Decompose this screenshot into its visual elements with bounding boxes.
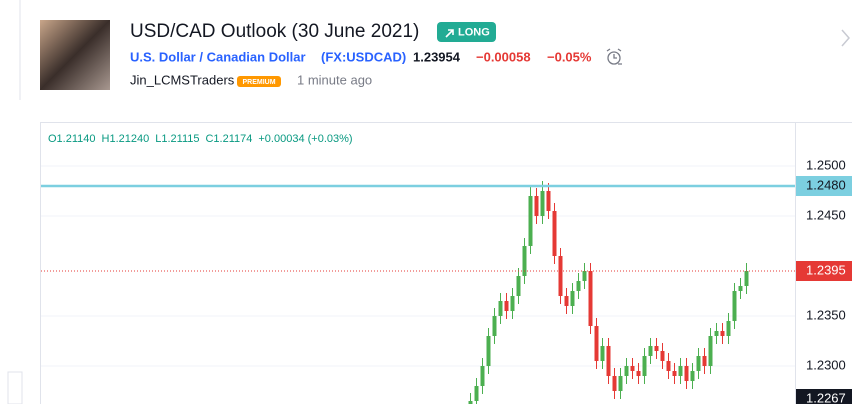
alert-icon[interactable]: [607, 49, 622, 64]
change: −0.00058: [476, 49, 531, 64]
symbol-name[interactable]: U.S. Dollar / Canadian Dollar: [130, 49, 306, 64]
candle-body: [541, 191, 545, 216]
candle-body: [589, 271, 593, 326]
ohlc-value: L1.21115: [155, 133, 199, 145]
candle-body: [511, 296, 515, 311]
candle-body: [715, 331, 719, 336]
candle-body: [703, 356, 707, 366]
candle-body: [691, 371, 695, 381]
time-ago: 1 minute ago: [297, 72, 372, 87]
candle-body: [565, 296, 569, 306]
avatar[interactable]: [40, 20, 110, 90]
candle-body: [649, 346, 653, 356]
symbol-code[interactable]: (FX:USDCAD): [321, 49, 406, 64]
candle-body: [721, 331, 725, 336]
candle-body: [619, 376, 623, 391]
candle-body: [547, 191, 551, 211]
candle-body: [517, 276, 521, 296]
price-tick-label: 1.2350: [806, 307, 846, 322]
candle-body: [655, 346, 659, 351]
plot-area: [41, 166, 795, 404]
candle-body: [583, 271, 587, 281]
candle-body: [577, 281, 581, 291]
candle-body: [739, 286, 743, 291]
candle-body: [487, 336, 491, 366]
candle-body: [535, 196, 539, 216]
ohlc-value: O1.21140: [48, 133, 96, 145]
ohlc-value: H1.21240: [102, 133, 150, 145]
candle-body: [625, 366, 629, 376]
price-label: 1.2395: [806, 262, 846, 277]
candle-body: [637, 371, 641, 376]
candle-body: [553, 211, 557, 256]
candle-body: [733, 291, 737, 321]
price-label: 1.2267: [806, 390, 846, 404]
candle-body: [685, 366, 689, 381]
ohlc-value: C1.21174: [205, 133, 252, 145]
candle-body: [643, 356, 647, 376]
change-percent: −0.05%: [547, 49, 592, 64]
ohlc-value: +0.00034 (+0.03%): [258, 133, 352, 145]
candle-body: [481, 366, 485, 386]
chart-frame: [41, 123, 852, 405]
candle-body: [529, 196, 533, 246]
candle-body: [607, 346, 611, 376]
candle-body: [661, 351, 665, 361]
candle-body: [673, 371, 677, 376]
candle-body: [475, 386, 479, 401]
candle-body: [613, 376, 617, 391]
candle-body: [505, 301, 509, 311]
candle-body: [709, 336, 713, 366]
candle-body: [595, 326, 599, 361]
candle-body: [493, 316, 497, 336]
candle-body: [499, 301, 503, 316]
candle-body: [727, 321, 731, 336]
price-tick-label: 1.2500: [806, 157, 846, 172]
candle-body: [631, 366, 635, 371]
ohlc-legend: O1.21140 H1.21240 L1.21115 C1.21174 +0.00034…: [48, 133, 353, 145]
price-tick-label: 1.2450: [806, 207, 846, 222]
idea-title: USD/CAD Outlook (30 June 2021): [130, 21, 419, 42]
price-label: 1.2480: [806, 177, 846, 192]
next-arrow[interactable]: [842, 30, 849, 46]
candle-body: [745, 271, 749, 286]
candle-body: [667, 361, 671, 371]
candle-body: [679, 366, 683, 376]
candle-body: [697, 356, 701, 371]
badge-text: LONG: [458, 26, 490, 38]
left-box: [8, 372, 22, 404]
price-tick-label: 1.2300: [806, 357, 846, 372]
price: 1.23954: [413, 49, 461, 64]
candle-body: [559, 256, 563, 296]
author[interactable]: Jin_LCMSTraders: [130, 72, 235, 87]
candle-body: [601, 346, 605, 361]
premium-text: PREMIUM: [242, 79, 275, 86]
candle-body: [571, 291, 575, 306]
